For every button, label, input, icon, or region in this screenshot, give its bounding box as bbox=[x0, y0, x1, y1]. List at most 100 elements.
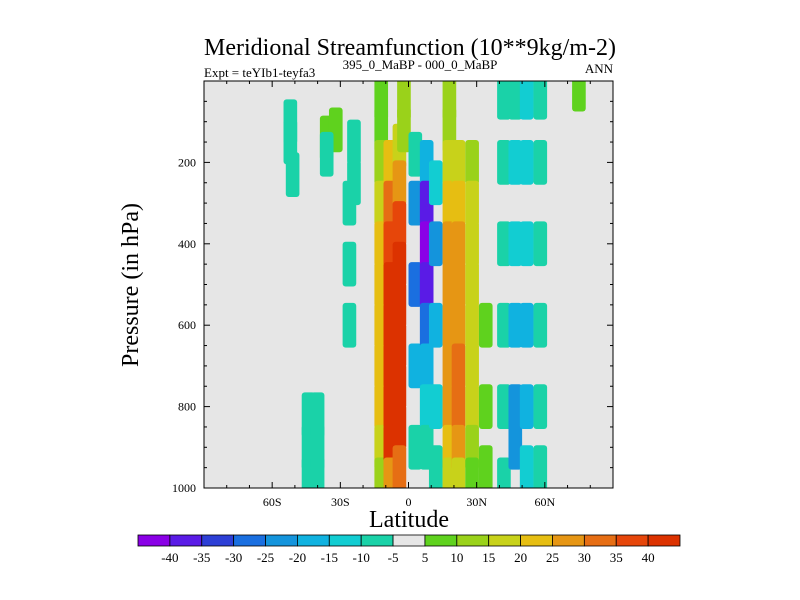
contour-cell bbox=[497, 140, 511, 185]
contour-cell bbox=[408, 262, 423, 307]
y-tick-label: 800 bbox=[178, 400, 196, 414]
x-tick-label: 0 bbox=[406, 495, 412, 509]
contour-cell bbox=[397, 107, 411, 153]
contour-cell bbox=[342, 241, 357, 287]
contour-cell bbox=[347, 160, 361, 206]
colorbar-swatch bbox=[328, 534, 362, 547]
contour-cell bbox=[392, 323, 407, 368]
contour-cell bbox=[497, 221, 511, 267]
contour-cell bbox=[428, 445, 443, 488]
y-tick-label: 400 bbox=[178, 237, 196, 251]
colorbar-swatch bbox=[583, 534, 617, 547]
contour-cell bbox=[392, 404, 407, 450]
colorbar-label: -15 bbox=[321, 550, 338, 565]
colorbar-label: 30 bbox=[578, 550, 591, 565]
contour-cell bbox=[451, 302, 466, 348]
contour-cell bbox=[428, 302, 443, 348]
contour-cell bbox=[392, 160, 407, 206]
y-axis: 200 400 600 800 1000 bbox=[172, 100, 613, 495]
colorbar-label: -35 bbox=[193, 550, 210, 565]
colorbar-swatch bbox=[392, 534, 426, 547]
contour-cell bbox=[408, 424, 423, 470]
colorbar-swatch bbox=[201, 534, 235, 547]
contour-field bbox=[283, 81, 586, 488]
contour-cell bbox=[519, 81, 534, 120]
contour-cell bbox=[428, 384, 443, 429]
colorbar: -40 -35 -30 -25 -20 -15 -10 -5 5 10 15 20 25 30 35 40 bbox=[137, 534, 681, 565]
contour-cell bbox=[497, 384, 511, 429]
contour-cell bbox=[508, 221, 523, 267]
contour-cell bbox=[392, 363, 407, 409]
colorbar-label: 10 bbox=[450, 550, 463, 565]
colorbar-swatch bbox=[520, 534, 553, 547]
colorbar-label: 5 bbox=[422, 550, 429, 565]
contour-cell bbox=[478, 302, 493, 348]
contour-cell bbox=[451, 384, 466, 429]
contour-cell bbox=[451, 343, 466, 389]
contour-cell bbox=[508, 424, 523, 470]
contour-cell bbox=[451, 180, 466, 226]
contour-cell bbox=[533, 445, 548, 488]
colorbar-label: -30 bbox=[225, 550, 242, 565]
contour-cell bbox=[428, 160, 443, 206]
contour-cell bbox=[519, 140, 534, 185]
colorbar-label: 25 bbox=[546, 550, 559, 565]
contour-cell bbox=[392, 241, 407, 287]
contour-cell bbox=[451, 262, 466, 307]
colorbar-swatch bbox=[424, 534, 458, 547]
colorbar-label: -20 bbox=[289, 550, 306, 565]
contour-cell bbox=[497, 457, 511, 488]
contour-cell bbox=[533, 140, 548, 185]
experiment-label: Expt = teYIb1-teyfa3 bbox=[204, 65, 315, 80]
colorbar-label: 15 bbox=[482, 550, 495, 565]
contour-cell bbox=[508, 384, 523, 429]
contour-cell bbox=[533, 384, 548, 429]
x-tick-label: 30S bbox=[331, 495, 350, 509]
contour-cell bbox=[408, 180, 423, 226]
colorbar-swatch bbox=[169, 534, 203, 547]
colorbar-label: 20 bbox=[514, 550, 527, 565]
colorbar-label: -40 bbox=[161, 550, 178, 565]
contour-cell bbox=[519, 221, 534, 267]
contour-cell bbox=[519, 445, 534, 488]
contour-cell bbox=[310, 392, 325, 438]
colorbar-swatch bbox=[297, 534, 330, 547]
contour-cell bbox=[319, 131, 334, 177]
colorbar-label: -25 bbox=[257, 550, 274, 565]
x-axis: 60S 30S 0 30N 60N bbox=[226, 81, 591, 509]
colorbar-swatch bbox=[137, 534, 171, 547]
contour-cell bbox=[465, 221, 479, 267]
colorbar-label: 40 bbox=[642, 550, 655, 565]
contour-cell bbox=[572, 81, 586, 112]
colorbar-swatch bbox=[233, 534, 266, 547]
contour-cell bbox=[533, 221, 548, 267]
contour-cell bbox=[465, 343, 479, 389]
contour-cell bbox=[408, 343, 423, 389]
contour-cell bbox=[508, 140, 523, 185]
x-tick-label: 60N bbox=[534, 495, 555, 509]
contour-cell bbox=[497, 81, 511, 120]
contour-cell bbox=[347, 119, 361, 165]
contour-cell bbox=[465, 262, 479, 307]
contour-cell bbox=[392, 445, 407, 488]
contour-cell bbox=[465, 384, 479, 429]
contour-cell bbox=[285, 152, 300, 197]
contour-cell bbox=[478, 445, 493, 488]
contour-cell bbox=[497, 302, 511, 348]
period-label: 395_0_MaBP - 000_0_MaBP bbox=[343, 57, 498, 72]
contour-cell bbox=[533, 81, 548, 120]
colorbar-swatch bbox=[615, 534, 649, 547]
contour-cell bbox=[428, 221, 443, 267]
x-tick-label: 30N bbox=[466, 495, 487, 509]
chart-title: Meridional Streamfunction (10**9kg/m-2) bbox=[204, 35, 616, 61]
contour-cell bbox=[508, 302, 523, 348]
contour-cell bbox=[508, 81, 523, 120]
colorbar-label: -5 bbox=[388, 550, 399, 565]
y-tick-label: 1000 bbox=[172, 481, 196, 495]
contour-cell bbox=[419, 343, 434, 389]
colorbar-swatch bbox=[265, 534, 298, 547]
contour-cell bbox=[519, 384, 534, 429]
contour-cell bbox=[465, 302, 479, 348]
contour-cell bbox=[419, 262, 434, 307]
